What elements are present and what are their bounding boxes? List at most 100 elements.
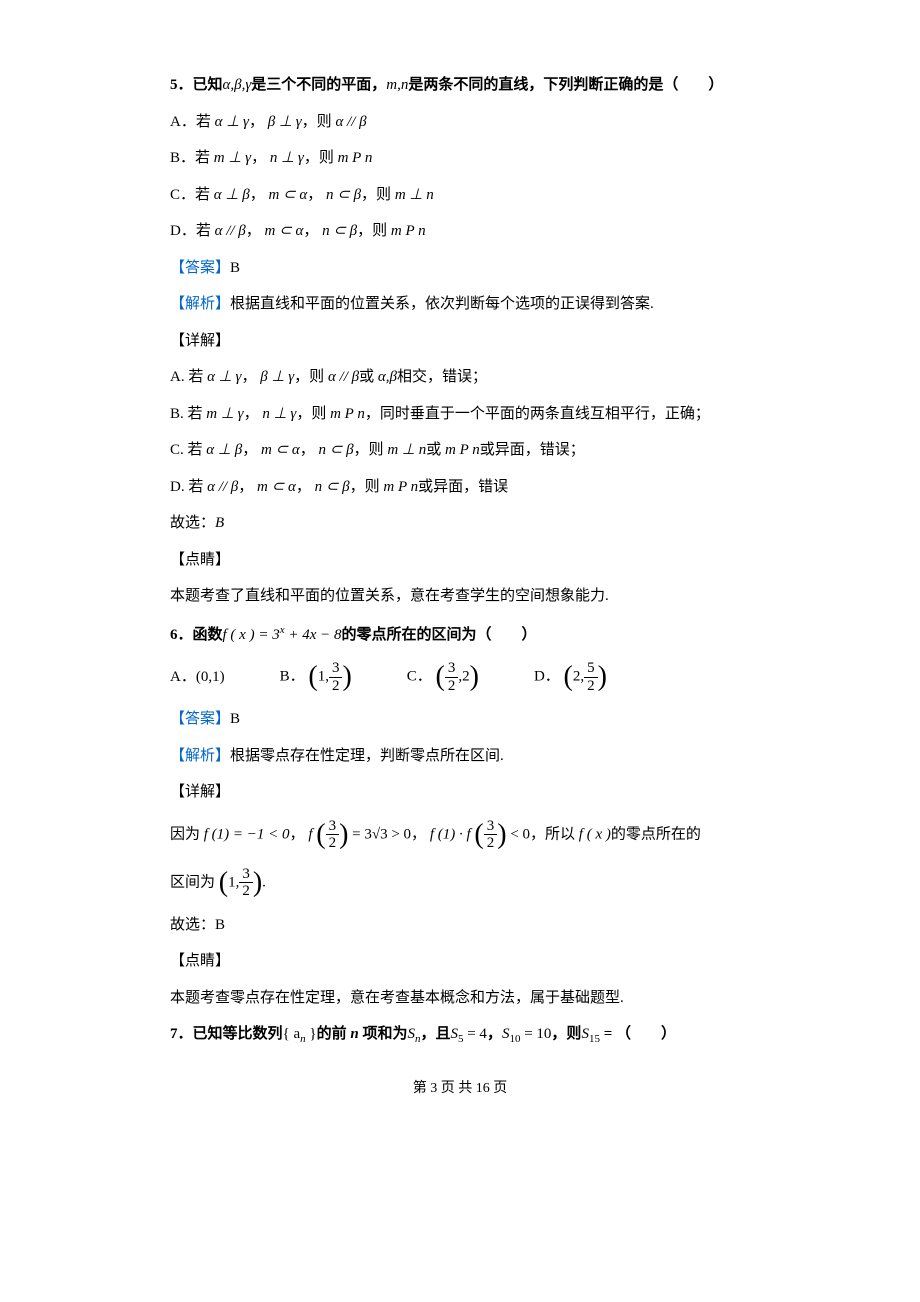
o: 或 <box>359 369 374 385</box>
lparen-icon: ( <box>316 819 325 850</box>
q5-C-m1: α ⊥ β <box>214 187 250 203</box>
rparen-icon: ) <box>598 661 607 692</box>
q6-det-line1: 因为 f (1) = −1 < 0， f (32) = 3√3 > 0， f (… <box>170 818 750 852</box>
eq: = （ ） <box>600 1026 676 1042</box>
mid: + 4x − 8 <box>285 627 342 643</box>
c: ， <box>246 223 261 239</box>
t: ，则 <box>294 369 324 385</box>
so: ，所以 <box>530 826 575 842</box>
p: 6．函数 <box>170 627 223 643</box>
q5-B-prefix: B．若 <box>170 150 210 166</box>
lbl: D． <box>534 668 560 684</box>
lbl: A． <box>170 669 196 685</box>
mid1: 的前 <box>317 1026 347 1042</box>
c2: ， <box>487 1026 502 1042</box>
c1: ， <box>249 114 264 130</box>
q5-vars2: m,n <box>386 77 408 93</box>
q5-A-m2: β ⊥ γ <box>268 114 302 130</box>
q5-D-m4: m P n <box>391 223 426 239</box>
q5-B-m3: m P n <box>338 150 373 166</box>
rparen-icon: ) <box>253 867 262 898</box>
q6-det-line2: 区间为 (1,32). <box>170 866 750 900</box>
q5-stem: 5．已知α,β,γ是三个不同的平面，m,n是两条不同的直线，下列判断正确的是（ … <box>170 74 750 97</box>
m: m ⊥ n <box>387 442 426 458</box>
q5-A-m1: α ⊥ γ <box>215 114 249 130</box>
then: ，则 <box>551 1026 581 1042</box>
answer-label: 【答案】 <box>170 260 230 276</box>
m: α ⊥ β <box>206 442 242 458</box>
tail: 的零点所在的区间为（ ） <box>342 627 537 643</box>
c: ， <box>250 187 265 203</box>
frac: 32 <box>445 660 459 694</box>
f1: f (1) = −1 < 0 <box>204 826 290 842</box>
q5-B-m1: m ⊥ γ <box>214 150 251 166</box>
q5-answer: 【答案】B <box>170 257 750 280</box>
num: 5 <box>584 660 598 678</box>
jiexi-text: 根据直线和平面的位置关系，依次判断每个选项的正误得到答案. <box>230 296 654 312</box>
fx: f ( x ) <box>579 826 611 842</box>
q5-vars1: α,β,γ <box>223 77 252 93</box>
frac: 32 <box>326 818 340 852</box>
q6-xj-label: 【详解】 <box>170 781 750 804</box>
den: 2 <box>484 835 498 852</box>
nb: n <box>347 1026 363 1042</box>
S5: S <box>450 1026 458 1042</box>
eq2: = 3√3 > 0 <box>352 826 411 842</box>
page-footer: 第 3 页 共 16 页 <box>170 1078 750 1099</box>
lparen-icon: ( <box>564 661 573 692</box>
q5-det-B: B. 若 m ⊥ γ， n ⊥ γ，则 m P n，同时垂直于一个平面的两条直线… <box>170 403 750 426</box>
q6-stem: 6．函数f ( x ) = 3x + 4x − 8的零点所在的区间为（ ） <box>170 622 750 647</box>
num: 3 <box>484 818 498 836</box>
val: B <box>230 711 240 727</box>
t1: ，则 <box>302 114 332 130</box>
q5-det-D: D. 若 α // β， m ⊂ α， n ⊂ β，则 m P n或异面，错误 <box>170 476 750 499</box>
p: B. 若 <box>170 406 203 422</box>
m: m ⊥ γ <box>206 406 243 422</box>
S15: S <box>581 1026 589 1042</box>
frac: 32 <box>329 660 343 694</box>
m: m P n <box>383 479 418 495</box>
m: m ⊂ α <box>257 479 296 495</box>
p: C. 若 <box>170 442 203 458</box>
lbl: B． <box>280 668 305 684</box>
q5-C-prefix: C．若 <box>170 187 210 203</box>
tail: 或异面，错误； <box>480 442 585 458</box>
rparen-icon: ) <box>342 661 351 692</box>
c: ， <box>411 826 426 842</box>
q6-jiexi: 【解析】根据零点存在性定理，判断零点所在区间. <box>170 745 750 768</box>
q6-opt-D: D． (2,52) <box>534 660 607 694</box>
p: 7．已知等比数列 <box>170 1026 283 1042</box>
lparen-icon: ( <box>308 661 317 692</box>
q6-options: A．(0,1) B． (1,32) C． (32,2) D． (2,52) <box>170 660 750 694</box>
c: ， <box>296 479 311 495</box>
ans: B <box>215 515 224 531</box>
eq4: = 4 <box>463 1026 486 1042</box>
q5-dj-label: 【点睛】 <box>170 549 750 572</box>
q6-opt-A: A．(0,1) <box>170 666 225 689</box>
frac: 32 <box>239 866 253 900</box>
lparen-icon: ( <box>219 867 228 898</box>
txt: 根据零点存在性定理，判断零点所在区间. <box>230 748 504 764</box>
m: α // β <box>328 369 359 385</box>
m: m P n <box>330 406 365 422</box>
m: α ⊥ γ <box>207 369 241 385</box>
q6-dj: 本题考查零点存在性定理，意在考查基本概念和方法，属于基础题型. <box>170 987 750 1010</box>
lparen-icon: ( <box>436 661 445 692</box>
q5-D-m3: n ⊂ β <box>322 223 357 239</box>
q5-opt-C: C．若 α ⊥ β， m ⊂ α， n ⊂ β，则 m ⊥ n <box>170 184 750 207</box>
q5-C-m2: m ⊂ α <box>268 187 307 203</box>
q5-C-m3: n ⊂ β <box>326 187 361 203</box>
tail: ，同时垂直于一个平面的两条直线互相平行，正确； <box>365 406 710 422</box>
c: ， <box>300 442 315 458</box>
two: 2 <box>573 668 581 684</box>
q5-xj-label: 【详解】 <box>170 330 750 353</box>
tail2: 区间为 <box>170 874 215 890</box>
q5-det-C: C. 若 α ⊥ β， m ⊂ α， n ⊂ β，则 m ⊥ n或 m P n或… <box>170 439 750 462</box>
q5-det-A: A. 若 α ⊥ γ， β ⊥ γ，则 α // β或 α,β相交，错误； <box>170 366 750 389</box>
frac: 32 <box>484 818 498 852</box>
m: n ⊂ β <box>319 442 354 458</box>
q5-B-m2: n ⊥ γ <box>270 150 304 166</box>
s15: 15 <box>589 1033 600 1045</box>
fx: f ( x ) = 3 <box>223 627 280 643</box>
q6-answer: 【答案】B <box>170 708 750 731</box>
